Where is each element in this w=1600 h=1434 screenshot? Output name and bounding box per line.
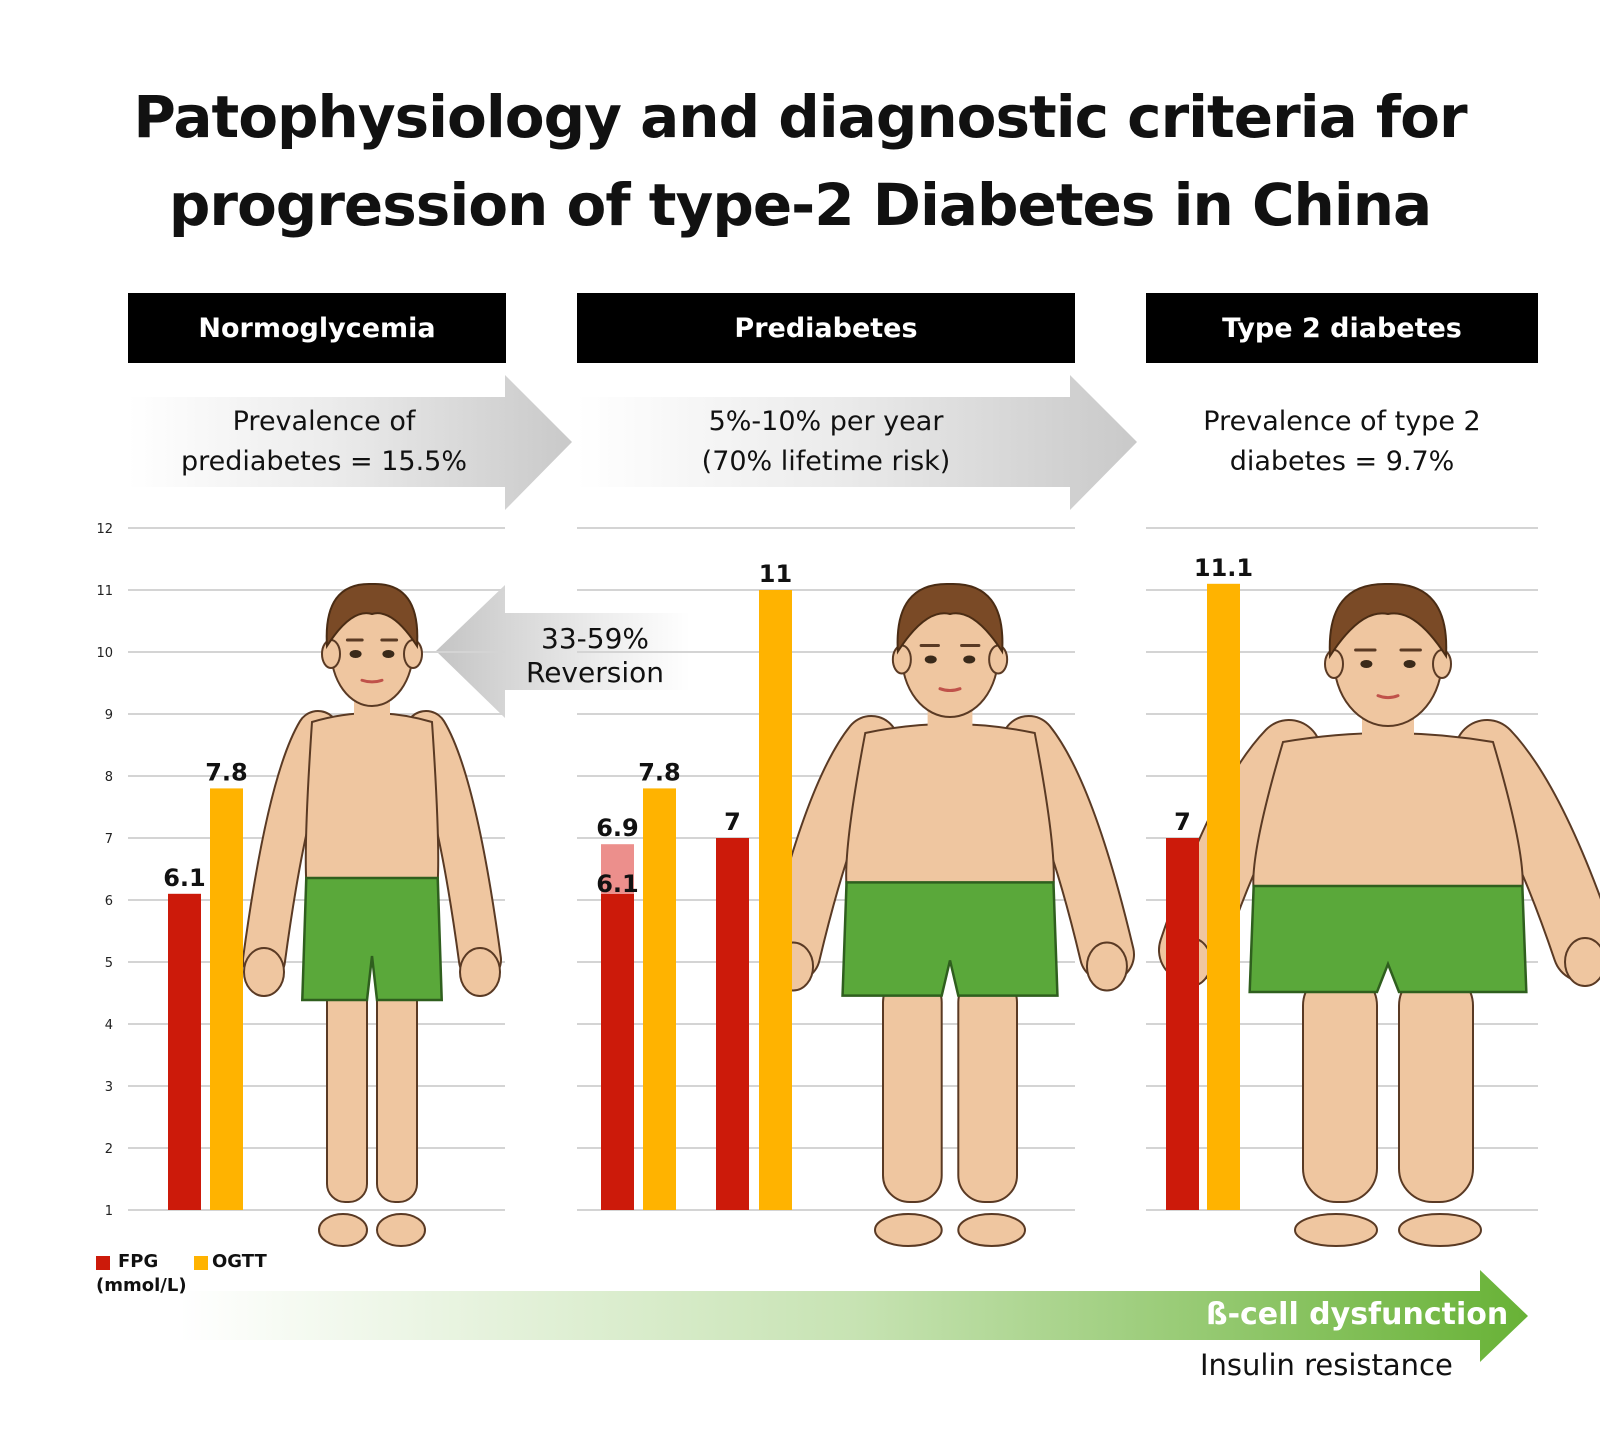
stage-note-normoglycemia-line1: Prevalence of	[232, 406, 416, 437]
stage-note-prediabetes: 5%-10% per year (70% lifetime risk)	[577, 402, 1075, 482]
child-figure-1	[765, 582, 1135, 1247]
bar-value-label: 7	[1174, 808, 1191, 836]
y-tick-label: 11	[96, 584, 113, 599]
bar-panel0-ogtt-1	[210, 788, 243, 1210]
legend-label-ogtt: OGTT	[212, 1251, 267, 1272]
bar-panel1-fpg-4	[716, 838, 749, 1210]
y-tick-label: 7	[105, 832, 113, 847]
stage-note-type2: Prevalence of type 2 diabetes = 9.7%	[1146, 402, 1538, 482]
bar-range-panel1-fpg	[601, 844, 634, 894]
stage-note-normoglycemia-line2: prediabetes = 15.5%	[180, 446, 468, 477]
bar-range-label: 6.9	[596, 814, 639, 842]
stage-note-type2-line1: Prevalence of type 2	[1203, 406, 1481, 437]
y-tick-label: 2	[105, 1142, 113, 1157]
y-tick-label: 9	[105, 708, 113, 723]
progression-arrow	[180, 1270, 1528, 1362]
bar-panel0-fpg-0	[168, 893, 201, 1210]
y-tick-label: 8	[105, 770, 113, 785]
title-line-1: Patophysiology and diagnostic criteria f…	[133, 83, 1467, 151]
stage-header-prediabetes: Prediabetes	[577, 293, 1075, 363]
insulin-resistance-label: Insulin resistance	[1200, 1348, 1453, 1382]
reversion-label-line2: Reversion	[526, 656, 664, 689]
y-tick-label: 4	[105, 1018, 113, 1033]
y-tick-label: 10	[96, 646, 113, 661]
stage-note-type2-line2: diabetes = 9.7%	[1229, 446, 1455, 477]
bar-panel1-fpg-2	[601, 893, 634, 1210]
child-figure-0	[242, 582, 502, 1247]
child-figure-2	[1158, 582, 1600, 1247]
reversion-arrow	[436, 585, 690, 718]
bar-value-label: 11.1	[1194, 554, 1253, 582]
stage-note-normoglycemia: Prevalence of prediabetes = 15.5%	[128, 402, 520, 482]
bar-value-label: 7.8	[638, 758, 681, 786]
title-line-2: progression of type-2 Diabetes in China	[168, 171, 1432, 239]
bar-value-label: 6.1	[596, 870, 639, 898]
y-tick-label: 6	[105, 894, 113, 909]
reversion-label: 33-59% Reversion	[500, 622, 690, 690]
bar-value-label: 6.1	[163, 864, 206, 892]
bar-value-label: 11	[759, 560, 792, 588]
y-tick-label: 3	[105, 1080, 113, 1095]
legend-unit: (mmol/L)	[96, 1275, 187, 1296]
stage-note-prediabetes-line2: (70% lifetime risk)	[701, 446, 951, 477]
bar-value-label: 7	[724, 808, 741, 836]
bar-panel2-ogtt-7	[1207, 583, 1240, 1210]
stage-header-type2-diabetes: Type 2 diabetes	[1146, 293, 1538, 363]
bar-value-label: 7.8	[205, 758, 248, 786]
bar-panel2-fpg-6	[1166, 838, 1199, 1210]
y-tick-label: 12	[96, 522, 113, 537]
bar-panel1-ogtt-3	[643, 788, 676, 1210]
y-tick-label: 1	[105, 1204, 113, 1219]
y-tick-label: 5	[105, 956, 113, 971]
legend-swatch-fpg	[96, 1256, 110, 1270]
stage-header-normoglycemia: Normoglycemia	[128, 293, 506, 363]
legend-label-fpg: FPG	[118, 1251, 159, 1272]
stage-note-prediabetes-line1: 5%-10% per year	[708, 406, 944, 437]
bar-panel1-ogtt-5	[759, 590, 792, 1210]
flow-arrow-2	[577, 375, 1137, 510]
beta-cell-dysfunction-label: ß-cell dysfunction	[1206, 1297, 1509, 1332]
reversion-label-line1: 33-59%	[541, 622, 649, 655]
flow-arrow-1	[128, 375, 572, 510]
legend-swatch-ogtt	[194, 1256, 208, 1270]
